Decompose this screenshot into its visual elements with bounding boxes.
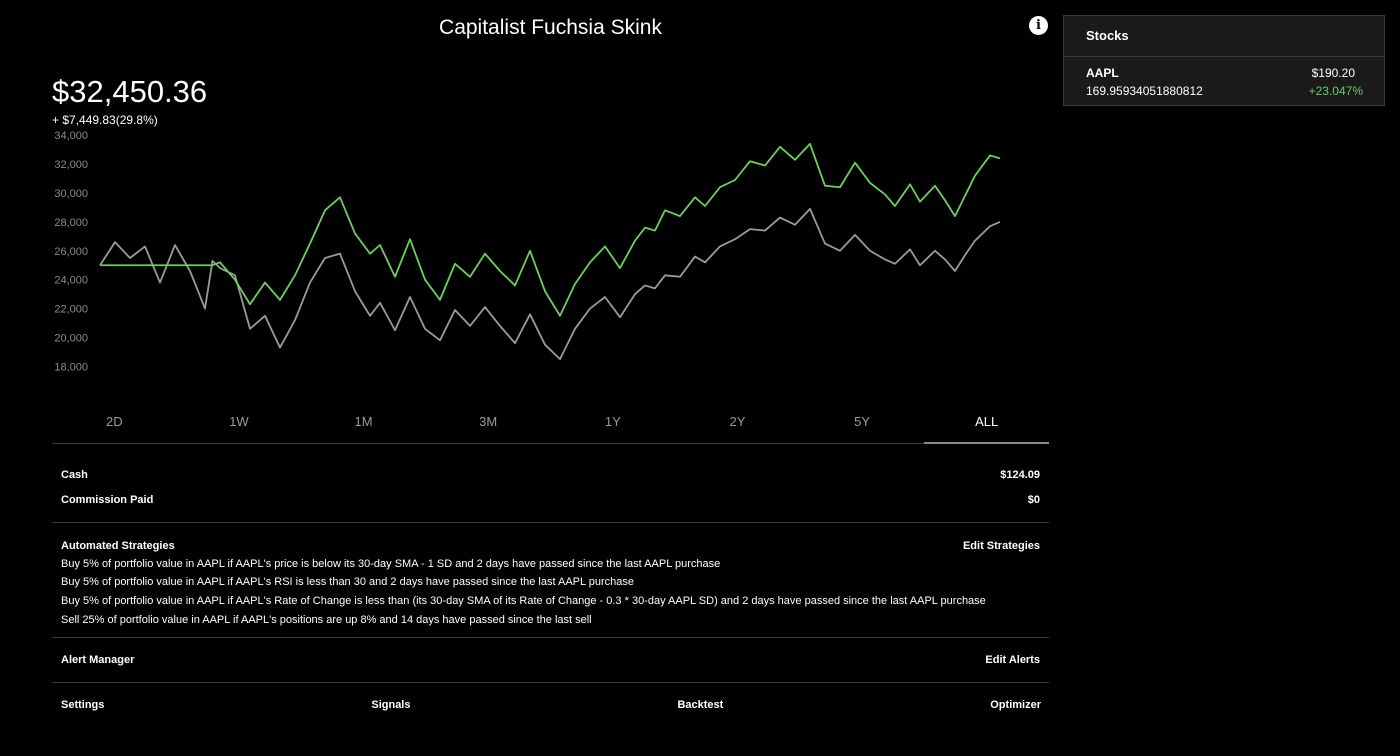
range-tab-all[interactable]: ALL <box>924 403 1049 444</box>
y-axis-tick: 32,000 <box>54 159 88 171</box>
edit-strategies-button[interactable]: Edit Strategies <box>962 540 1040 552</box>
strategy-item: Buy 5% of portfolio value in AAPL if AAP… <box>61 558 721 570</box>
divider <box>52 682 1049 683</box>
edit-alerts-button[interactable]: Edit Alerts <box>985 654 1040 666</box>
y-axis-tick: 18,000 <box>54 361 88 373</box>
range-tab-2d[interactable]: 2D <box>106 414 123 429</box>
portfolio-value: $32,450.36 <box>52 74 208 109</box>
bottom-nav: Settings Signals Backtest Optimizer <box>61 699 1041 711</box>
y-axis-tick: 34,000 <box>54 130 88 142</box>
range-tab-5y[interactable]: 5Y <box>854 414 871 429</box>
stocks-panel: Stocks AAPL $190.20 169.95934051880812 +… <box>1063 15 1385 106</box>
stocks-panel-title: Stocks <box>1064 16 1384 57</box>
stock-symbol: AAPL <box>1086 66 1119 80</box>
cash-label: Cash <box>61 469 88 481</box>
benchmark-series-line <box>99 207 1001 361</box>
range-tab-2y[interactable]: 2Y <box>729 414 746 429</box>
strategies-label: Automated Strategies <box>61 540 175 552</box>
range-tab-1w[interactable]: 1W <box>229 414 249 429</box>
optimizer-button[interactable]: Optimizer <box>990 699 1041 711</box>
range-tab-1y[interactable]: 1Y <box>604 414 621 429</box>
commission-row: Commission Paid $0 <box>61 494 1040 506</box>
strategy-item: Buy 5% of portfolio value in AAPL if AAP… <box>61 595 986 607</box>
cash-value: $124.09 <box>1000 469 1040 481</box>
alerts-row: Alert Manager Edit Alerts <box>61 654 1040 666</box>
divider <box>52 637 1049 638</box>
portfolio-chart: 34,000 32,000 30,000 28,000 26,000 24,000 22,0… <box>54 130 1001 373</box>
strategy-item: Sell 25% of portfolio value in AAPL if A… <box>61 614 592 626</box>
stock-shares: 169.95934051880812 <box>1086 84 1203 98</box>
strategy-item: Buy 5% of portfolio value in AAPL if AAP… <box>61 576 635 588</box>
alert-manager-label: Alert Manager <box>61 654 135 666</box>
y-axis-tick: 22,000 <box>54 304 88 316</box>
backtest-button[interactable]: Backtest <box>677 699 724 711</box>
settings-button[interactable]: Settings <box>61 699 105 711</box>
signals-button[interactable]: Signals <box>371 699 411 711</box>
y-axis-tick: 24,000 <box>54 275 88 287</box>
portfolio-series-line <box>100 142 1001 317</box>
portfolio-change: + $7,449.83(29.8%) <box>52 113 158 127</box>
y-axis-tick: 28,000 <box>54 217 88 229</box>
y-axis-tick: 20,000 <box>54 332 88 344</box>
range-tab-1m[interactable]: 1M <box>354 414 373 429</box>
divider <box>52 522 1049 523</box>
range-tab-3m[interactable]: 3M <box>479 414 498 429</box>
strategies-header: Automated Strategies Edit Strategies <box>61 540 1040 552</box>
portfolio-title: Capitalist Fuchsia Skink <box>439 16 662 39</box>
info-icon[interactable]: i <box>1029 16 1048 35</box>
y-axis-tick: 26,000 <box>54 246 88 258</box>
commission-value: $0 <box>1027 494 1040 506</box>
cash-row: Cash $124.09 <box>61 469 1040 481</box>
stock-price: $190.20 <box>1311 66 1355 80</box>
commission-label: Commission Paid <box>61 494 154 506</box>
stock-change: +23.047% <box>1308 84 1363 98</box>
y-axis-tick: 30,000 <box>54 188 88 200</box>
stock-row-aapl[interactable]: AAPL $190.20 169.95934051880812 +23.047% <box>1064 57 1384 107</box>
range-tabs: 2D 1W 1M 3M 1Y 2Y 5Y ALL <box>52 403 1049 444</box>
